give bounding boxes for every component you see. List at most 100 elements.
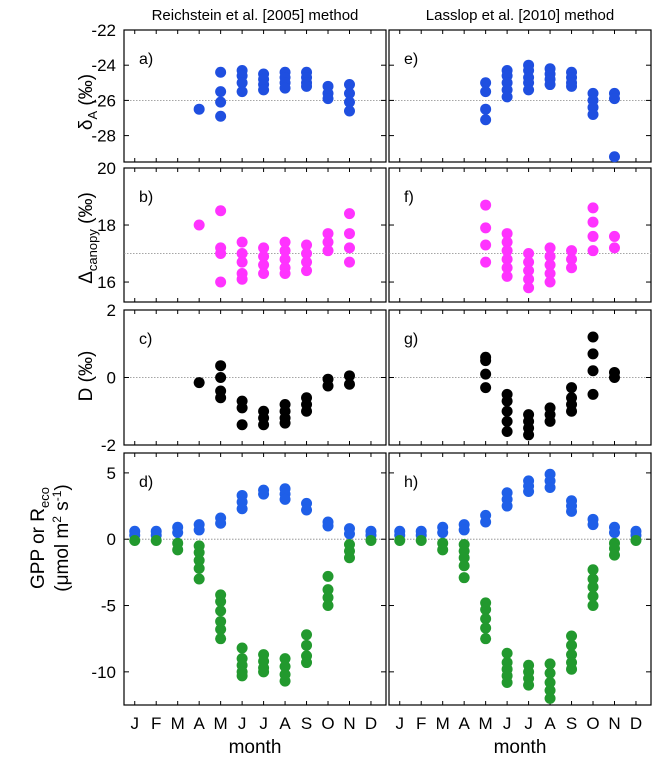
panel-f-point [501, 262, 513, 274]
panel-d-point [322, 520, 334, 532]
panel-h-point [587, 519, 599, 531]
xlabel-right: month [494, 737, 547, 758]
xtick-label: M [214, 714, 228, 733]
panel-h: J F M A M J J A S O N Dh) [388, 452, 652, 733]
panel-d-point [279, 675, 291, 687]
panel-g-point [587, 365, 599, 377]
panel-a-point [279, 82, 291, 94]
panel-d-point [301, 504, 313, 516]
svg-text:Δcanopy (‰): Δcanopy (‰) [76, 192, 100, 284]
panel-h-point [480, 633, 492, 645]
panel-h-point [501, 647, 513, 659]
panel-a-label: a) [139, 51, 153, 68]
panel-f-point [587, 216, 599, 228]
panel-b-point [343, 256, 355, 268]
ytick-label: 20 [97, 159, 116, 178]
xtick-label: F [416, 714, 426, 733]
panel-h-point [587, 564, 599, 576]
ylabel-d: D (‰) [76, 351, 97, 402]
panel-f-point [480, 199, 492, 211]
svg-text:δA (‰): δA (‰) [76, 74, 100, 130]
panel-d-point [301, 657, 313, 669]
panel-f-point [480, 222, 492, 234]
panel-d-point [129, 535, 141, 547]
panel-b-point [279, 267, 291, 279]
panel-a-point [215, 86, 227, 98]
panel-h-point [544, 692, 556, 704]
panel-a-point [343, 105, 355, 117]
panel-d-point [236, 642, 248, 654]
ylabel-gpp-line1: GPP or Reco [28, 487, 52, 589]
ytick-label: -22 [91, 21, 116, 40]
xtick-label: F [151, 714, 161, 733]
panel-b-label: b) [139, 189, 153, 206]
panel-a: -22 -24 -26 -28 a) [91, 21, 387, 163]
panel-e-point [480, 103, 492, 115]
panel-d-point [193, 546, 205, 558]
panel-d-point [172, 544, 184, 556]
panel-h-point [566, 649, 578, 661]
ytick-label: -26 [91, 91, 116, 110]
panel-f-point [544, 242, 556, 254]
panel-g-point [501, 415, 513, 427]
panel-d-point [150, 535, 162, 547]
panel-h-point [458, 524, 470, 536]
panel-g-point [480, 355, 492, 367]
xtick-label: D [365, 714, 377, 733]
panel-e-point [566, 80, 578, 92]
panel-e-point [480, 86, 492, 98]
panel-h-point [437, 544, 449, 556]
ytick-label: -28 [91, 127, 116, 146]
panel-g-point [501, 395, 513, 407]
panel-g-point [544, 415, 556, 427]
panel-h-point [566, 663, 578, 675]
panel-d-point [215, 517, 227, 529]
panel-f-point [523, 273, 535, 285]
panel-e-point [480, 77, 492, 89]
column-title-lasslop: Lasslop et al. [2010] method [426, 7, 614, 24]
panel-d-point [215, 623, 227, 635]
panel-b-point [258, 242, 270, 254]
panel-f-point [501, 228, 513, 240]
ylabel-delta-a-sub: A [85, 111, 100, 120]
panel-f-point [544, 250, 556, 262]
panel-d-point [322, 600, 334, 612]
panel-h-point [480, 613, 492, 625]
panel-g: g) [388, 309, 652, 446]
panel-b-point [258, 267, 270, 279]
panel-h-point [480, 516, 492, 528]
panel-b-frame [123, 167, 387, 303]
xtick-label: O [321, 714, 334, 733]
xtick-label: J [130, 714, 139, 733]
panel-b-point [258, 250, 270, 262]
ylabel-unit-c: ) [52, 484, 73, 490]
panel-f-point [587, 202, 599, 214]
panel-h-label: h) [404, 474, 418, 491]
panel-d: 50-5-10J F M A M J J A S O N Dd) [91, 452, 387, 733]
panel-d-point [236, 670, 248, 682]
panel-b-point [343, 228, 355, 240]
panel-h-point [587, 600, 599, 612]
panel-g-point [501, 405, 513, 417]
panel-a-point [322, 93, 334, 105]
panel-e-point [608, 151, 620, 163]
panel-e-point [608, 93, 620, 105]
xtick-label: M [171, 714, 185, 733]
panel-h-point [458, 560, 470, 572]
panel-e-label: e) [404, 51, 418, 68]
panel-h-point [458, 552, 470, 564]
xtick-label: M [479, 714, 493, 733]
panel-e-point [480, 114, 492, 126]
panel-h-point [523, 679, 535, 691]
panel-b-point [236, 256, 248, 268]
panel-b-point [301, 256, 313, 268]
xtick-label: D [630, 714, 642, 733]
panel-a-point [193, 103, 205, 115]
xtick-label: A [544, 714, 556, 733]
panel-f-point [566, 253, 578, 265]
panel-d-point [365, 535, 377, 547]
panel-f-point [501, 245, 513, 257]
panel-f-point [523, 256, 535, 268]
panel-d-point [301, 639, 313, 651]
panel-b-point [279, 245, 291, 257]
